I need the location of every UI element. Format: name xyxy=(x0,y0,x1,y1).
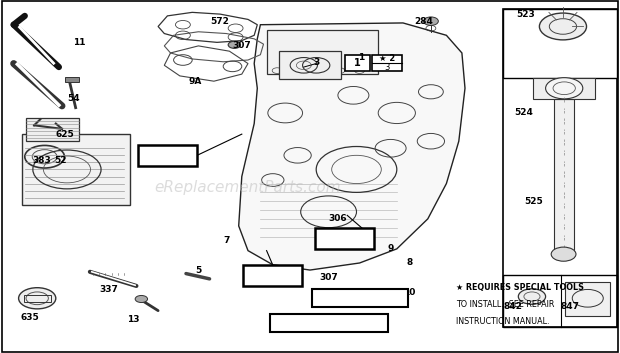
Bar xyxy=(267,30,378,74)
Bar xyxy=(503,275,617,327)
Text: 54: 54 xyxy=(67,94,79,103)
Text: 1: 1 xyxy=(354,58,360,68)
Text: 383: 383 xyxy=(33,156,51,165)
Text: 306: 306 xyxy=(329,214,347,223)
Text: 11: 11 xyxy=(73,38,86,47)
Bar xyxy=(372,55,402,71)
Text: 842: 842 xyxy=(504,301,523,311)
Text: 3: 3 xyxy=(313,58,319,67)
Bar xyxy=(315,228,373,249)
Text: 8: 8 xyxy=(406,258,412,268)
Bar xyxy=(311,289,408,307)
Text: 9A: 9A xyxy=(188,77,202,86)
Text: 1058 OWNER'S MANUAL: 1058 OWNER'S MANUAL xyxy=(272,318,385,328)
Bar xyxy=(22,134,130,205)
Text: INSTRUCTION MANUAL.: INSTRUCTION MANUAL. xyxy=(456,317,549,326)
Bar xyxy=(279,51,341,79)
Text: 635: 635 xyxy=(20,313,39,322)
Text: ★ 869: ★ 869 xyxy=(149,150,186,160)
Bar xyxy=(26,118,79,141)
Circle shape xyxy=(423,17,438,25)
Bar xyxy=(138,145,197,166)
Text: 307: 307 xyxy=(232,41,251,50)
Bar xyxy=(503,9,617,327)
Text: 7: 7 xyxy=(223,235,229,245)
Text: 307: 307 xyxy=(319,273,338,282)
Circle shape xyxy=(539,13,587,40)
Bar xyxy=(533,78,595,99)
Circle shape xyxy=(228,41,241,48)
Text: 625: 625 xyxy=(56,130,74,139)
Polygon shape xyxy=(239,23,465,270)
Text: 52: 52 xyxy=(54,156,66,165)
Text: ★ 871: ★ 871 xyxy=(326,233,363,243)
Text: 13: 13 xyxy=(127,315,140,324)
Text: 1019 LABEL KIT: 1019 LABEL KIT xyxy=(323,294,396,303)
Bar xyxy=(503,9,617,78)
Bar xyxy=(345,55,370,71)
Text: 5: 5 xyxy=(195,265,202,275)
Text: ★ 2: ★ 2 xyxy=(379,54,395,64)
Text: 525: 525 xyxy=(524,197,542,206)
Circle shape xyxy=(135,295,148,303)
Bar xyxy=(270,314,388,332)
Text: 337: 337 xyxy=(99,285,118,294)
Text: 284: 284 xyxy=(414,17,433,26)
Bar xyxy=(565,282,610,316)
Circle shape xyxy=(546,78,583,99)
Bar xyxy=(24,295,51,302)
Text: 10: 10 xyxy=(403,288,415,298)
Text: 572: 572 xyxy=(211,17,229,26)
Bar xyxy=(554,99,574,254)
Text: eReplacementParts.com: eReplacementParts.com xyxy=(154,180,342,195)
Bar xyxy=(243,265,303,286)
Text: TO INSTALL.  SEE REPAIR: TO INSTALL. SEE REPAIR xyxy=(456,300,554,309)
Text: 1: 1 xyxy=(358,53,365,62)
Bar xyxy=(65,77,79,82)
Text: ★ REQUIRES SPECIAL TOOLS: ★ REQUIRES SPECIAL TOOLS xyxy=(456,283,583,292)
Text: 847: 847 xyxy=(561,301,580,311)
Text: 523: 523 xyxy=(516,10,535,19)
Circle shape xyxy=(551,247,576,261)
Text: 9: 9 xyxy=(388,244,394,253)
Circle shape xyxy=(518,289,546,304)
Text: 3: 3 xyxy=(384,62,389,72)
Text: 524: 524 xyxy=(515,108,533,118)
Text: ★ 870: ★ 870 xyxy=(254,270,291,280)
Circle shape xyxy=(19,288,56,309)
